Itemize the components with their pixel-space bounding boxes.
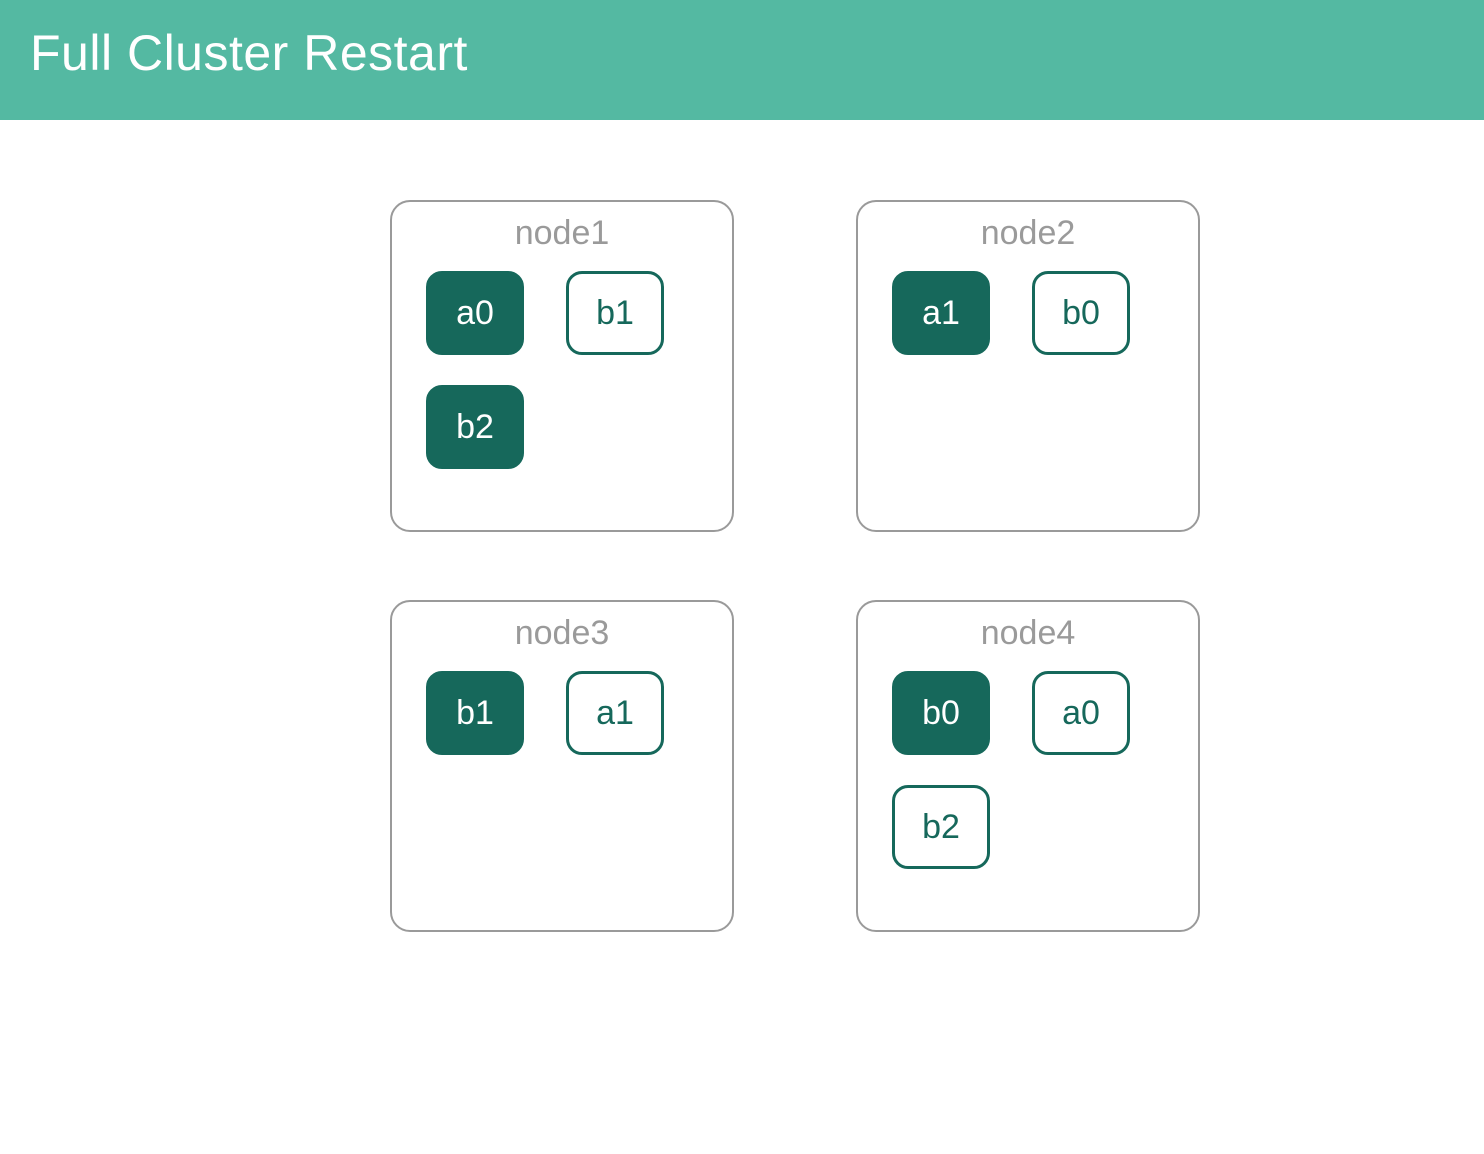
shard-replica: b2: [892, 785, 990, 869]
shard-primary: b2: [426, 385, 524, 469]
shard-replica: b1: [566, 271, 664, 355]
shard-replica: b0: [1032, 271, 1130, 355]
shard-area: a1 b0: [858, 253, 1198, 355]
shard-primary: b1: [426, 671, 524, 755]
node-box-node1: node1 a0 b1 b2: [390, 200, 734, 532]
node-box-node4: node4 b0 a0 b2: [856, 600, 1200, 932]
node-title: node1: [392, 202, 732, 253]
slide-title: Full Cluster Restart: [30, 24, 1454, 82]
node-title: node2: [858, 202, 1198, 253]
shard-replica: a1: [566, 671, 664, 755]
node-box-node2: node2 a1 b0: [856, 200, 1200, 532]
node-box-node3: node3 b1 a1: [390, 600, 734, 932]
shard-replica: a0: [1032, 671, 1130, 755]
shard-primary: a0: [426, 271, 524, 355]
node-title: node4: [858, 602, 1198, 653]
shard-area: b1 a1: [392, 653, 732, 755]
shard-primary: b0: [892, 671, 990, 755]
shard-area: a0 b1 b2: [392, 253, 732, 469]
node-title: node3: [392, 602, 732, 653]
shard-primary: a1: [892, 271, 990, 355]
slide-header: Full Cluster Restart: [0, 0, 1484, 120]
shard-area: b0 a0 b2: [858, 653, 1198, 869]
